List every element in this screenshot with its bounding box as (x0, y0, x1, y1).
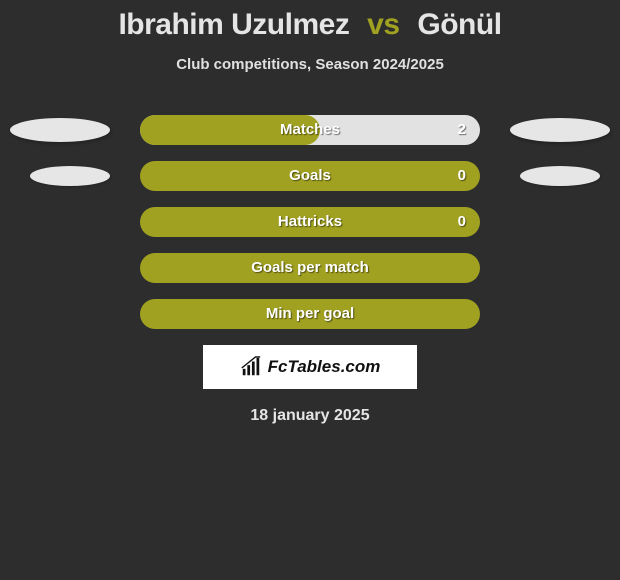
stat-row-matches: Matches 2 (0, 115, 620, 145)
chart-icon (240, 356, 262, 378)
player2-marker (510, 118, 610, 142)
stat-label: Goals (140, 161, 480, 191)
stat-row-min-per-goal: Min per goal (0, 299, 620, 329)
root: Ibrahim Uzulmez vs Gönül Club competitio… (0, 0, 620, 580)
stat-row-goals-per-match: Goals per match (0, 253, 620, 283)
stat-bar: Goals per match (140, 253, 480, 283)
player1-marker (30, 166, 110, 186)
stat-bar: Hattricks 0 (140, 207, 480, 237)
stat-label: Goals per match (140, 253, 480, 283)
source-badge: FcTables.com (203, 345, 417, 389)
player1-name: Ibrahim Uzulmez (118, 8, 349, 41)
player2-name: Gönül (417, 8, 501, 41)
stat-bar: Min per goal (140, 299, 480, 329)
vs-separator: vs (367, 8, 399, 41)
stat-value: 2 (458, 115, 466, 145)
subtitle: Club competitions, Season 2024/2025 (0, 56, 620, 73)
stat-rows: Matches 2 Goals 0 Hattricks 0 Goals per … (0, 115, 620, 329)
page-title: Ibrahim Uzulmez vs Gönül (0, 0, 620, 42)
player1-marker (10, 118, 110, 142)
stat-row-goals: Goals 0 (0, 161, 620, 191)
stat-bar: Matches 2 (140, 115, 480, 145)
stat-bar: Goals 0 (140, 161, 480, 191)
stat-value: 0 (458, 207, 466, 237)
stat-label: Hattricks (140, 207, 480, 237)
player2-marker (520, 166, 600, 186)
stat-value: 0 (458, 161, 466, 191)
date-label: 18 january 2025 (0, 407, 620, 425)
source-text: FcTables.com (268, 357, 381, 377)
stat-row-hattricks: Hattricks 0 (0, 207, 620, 237)
stat-label: Matches (140, 115, 480, 145)
stat-label: Min per goal (140, 299, 480, 329)
